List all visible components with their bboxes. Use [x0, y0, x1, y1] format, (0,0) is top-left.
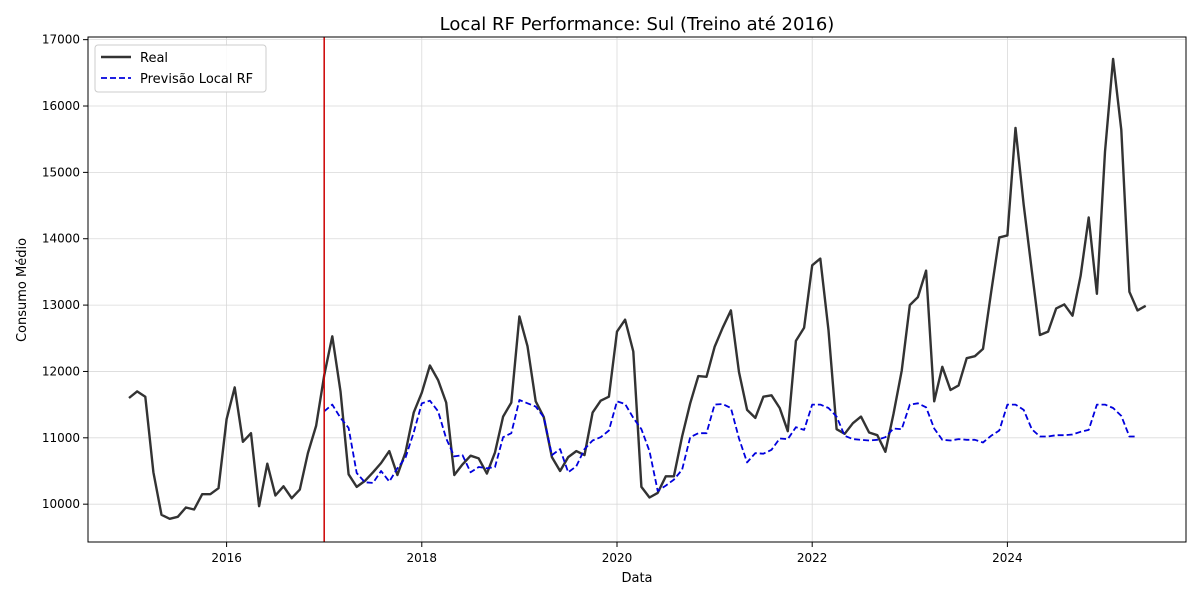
y-tick-label: 17000 [42, 33, 80, 47]
series-line-real [128, 57, 1147, 520]
legend: Real Previsão Local RF [94, 44, 267, 93]
y-tick-label: 13000 [42, 298, 80, 312]
chart-title: Local RF Performance: Sul (Treino até 20… [440, 14, 835, 35]
x-axis-label: Data [621, 571, 652, 586]
x-tick-label: 2024 [992, 551, 1023, 565]
y-axis: 10000 11000 12000 13000 14000 15000 16000 17000 [42, 33, 88, 511]
y-axis-label: Consumo Médio [15, 238, 30, 342]
y-tick-label: 16000 [42, 99, 80, 113]
y-tick-label: 11000 [42, 431, 80, 445]
y-tick-label: 12000 [42, 364, 80, 378]
series-line-prediction [323, 399, 1138, 492]
x-tick-label: 2018 [407, 551, 438, 565]
x-axis: 2016 2018 2020 2022 2024 [211, 542, 1023, 565]
y-tick-label: 15000 [42, 165, 80, 179]
legend-label-prediction: Previsão Local RF [140, 72, 253, 87]
x-tick-label: 2022 [797, 551, 828, 565]
grid-lines [88, 37, 1186, 542]
x-tick-label: 2016 [211, 551, 242, 565]
y-tick-label: 10000 [42, 497, 80, 511]
legend-label-real: Real [140, 51, 168, 66]
series-real [128, 57, 1147, 520]
x-tick-label: 2020 [602, 551, 633, 565]
plot-frame [87, 36, 1187, 543]
legend-box [94, 44, 267, 93]
y-tick-label: 14000 [42, 232, 80, 246]
series-prediction [323, 399, 1138, 492]
